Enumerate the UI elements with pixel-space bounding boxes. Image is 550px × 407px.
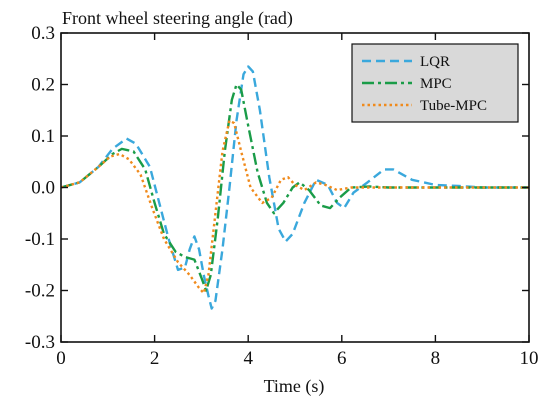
y-tick-label: 0.1 — [31, 126, 55, 147]
plot-area — [60, 65, 529, 310]
y-tick-label: 0.3 — [31, 23, 55, 44]
legend-label: LQR — [420, 54, 450, 70]
x-tick-label: 10 — [520, 348, 539, 369]
axis-ticks: 0 2 4 6 8 10 -0.3 -0.2 -0.1 0.0 0.1 0.2 0.3 — [25, 23, 539, 369]
x-tick-label: 8 — [431, 348, 441, 369]
legend: LQR MPC Tube-MPC — [351, 43, 519, 123]
chart-title: Front wheel steering angle (rad) — [62, 8, 293, 29]
y-tick-label: -0.3 — [25, 332, 55, 353]
y-tick-label: 0.0 — [31, 178, 55, 199]
x-tick-label: 6 — [337, 348, 347, 369]
x-tick-label: 2 — [150, 348, 160, 369]
series-line-tube-mpc — [60, 119, 529, 295]
x-tick-label: 4 — [243, 348, 253, 369]
legend-label: MPC — [420, 76, 452, 92]
x-tick-label: 0 — [56, 348, 66, 369]
y-tick-label: -0.2 — [25, 281, 55, 302]
series-line-mpc — [60, 83, 529, 292]
series-line-lqr — [60, 65, 529, 310]
y-tick-label: -0.1 — [25, 229, 55, 250]
x-axis-title: Time (s) — [264, 376, 325, 397]
legend-label: Tube-MPC — [420, 98, 487, 114]
y-tick-label: 0.2 — [31, 75, 55, 96]
